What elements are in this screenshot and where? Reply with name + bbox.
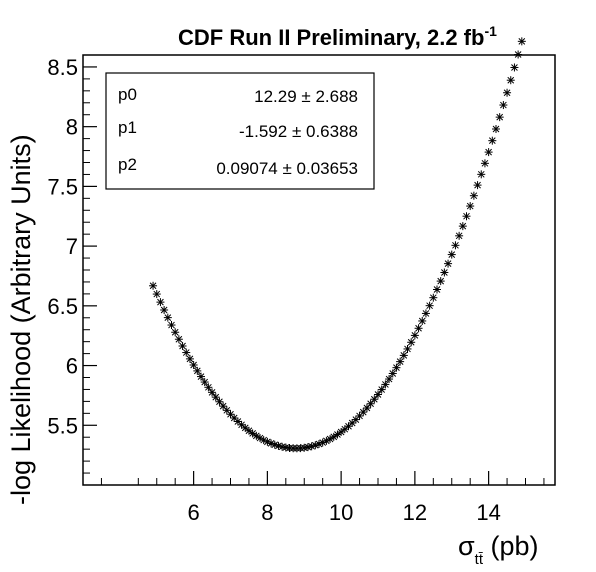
data-point <box>407 338 416 347</box>
data-point <box>211 393 220 402</box>
y-tick-label: 7 <box>66 234 78 259</box>
data-point <box>451 241 460 250</box>
y-tick-label: 5.5 <box>47 413 78 438</box>
data-point <box>410 331 419 340</box>
x-axis-label-subscript: tt̄ <box>475 551 484 568</box>
x-tick-label: 10 <box>329 500 353 525</box>
y-tick-label: 6 <box>66 354 78 379</box>
data-point <box>204 383 213 392</box>
data-point <box>436 277 445 286</box>
data-point <box>377 385 386 394</box>
x-tick-label: 8 <box>261 500 273 525</box>
data-point <box>506 76 515 85</box>
data-point <box>429 293 438 302</box>
data-point <box>163 313 172 322</box>
data-point <box>399 351 408 360</box>
data-point <box>455 231 464 240</box>
data-point <box>403 344 412 353</box>
data-point <box>392 363 401 372</box>
data-point <box>189 361 198 370</box>
data-points <box>149 37 526 453</box>
data-point <box>208 388 217 397</box>
x-tick-label: 14 <box>476 500 500 525</box>
stat-name-p1: p1 <box>118 118 137 137</box>
x-axis: 6 8 10 12 14 <box>100 471 545 525</box>
y-tick-label: 7.5 <box>47 174 78 199</box>
data-point <box>514 50 523 59</box>
data-point <box>444 259 453 268</box>
data-point <box>374 390 382 399</box>
data-point <box>381 380 390 389</box>
data-point <box>178 341 187 350</box>
data-point <box>156 298 165 307</box>
x-axis-label-symbol: σ <box>458 531 475 561</box>
x-axis-label-unit: (pb) <box>491 531 539 561</box>
x-axis-label-unit-spacer <box>483 531 491 561</box>
data-point <box>197 372 205 381</box>
data-point <box>149 281 158 290</box>
data-point <box>193 366 202 375</box>
x-axis-label: σtt̄ (pb) <box>458 531 539 568</box>
y-tick-label: 8.5 <box>47 55 78 80</box>
data-point <box>492 125 500 134</box>
data-point <box>185 354 194 363</box>
stat-name-p0: p0 <box>118 85 137 104</box>
data-point <box>160 305 169 314</box>
data-point <box>167 321 176 330</box>
data-point <box>370 395 379 404</box>
data-point <box>171 328 180 337</box>
data-point <box>462 212 471 221</box>
data-point <box>484 148 493 157</box>
data-point <box>477 170 486 179</box>
data-point <box>348 419 357 428</box>
chart-title: CDF Run II Preliminary, 2.2 fb-1 <box>178 23 497 50</box>
data-point <box>480 159 489 168</box>
data-point <box>152 290 161 299</box>
data-point <box>425 301 434 310</box>
data-point <box>270 440 279 449</box>
x-tick-label: 6 <box>188 500 200 525</box>
data-point <box>473 181 482 190</box>
data-point <box>414 324 423 333</box>
y-tick-label: 8 <box>66 115 78 140</box>
data-point <box>440 268 449 277</box>
chart-title-superscript: -1 <box>484 23 497 39</box>
data-point <box>418 316 427 325</box>
x-tick-label: 12 <box>403 500 427 525</box>
data-point <box>182 348 191 357</box>
y-axis: 5.5 6 6.5 7 7.5 8 8.5 <box>47 54 97 474</box>
stats-box-frame <box>105 72 375 190</box>
data-point <box>421 309 430 318</box>
data-point <box>366 399 375 408</box>
data-point <box>466 202 475 211</box>
data-point <box>495 113 504 122</box>
data-point <box>385 375 394 384</box>
chart-title-text: CDF Run II Preliminary, 2.2 fb <box>178 25 484 50</box>
data-point <box>447 250 456 259</box>
stat-value-p2: 0.09074 ± 0.03653 <box>216 159 358 178</box>
data-point <box>517 37 526 46</box>
data-point <box>503 88 512 97</box>
data-point <box>200 378 209 387</box>
data-point <box>458 222 467 231</box>
stat-value-p1: -1.592 ± 0.6388 <box>239 122 358 141</box>
stat-name-p2: p2 <box>118 155 137 174</box>
data-point <box>488 136 497 145</box>
y-tick-label: 6.5 <box>47 294 78 319</box>
fit-stats-box: p0 12.29 ± 2.688 p1 -1.592 ± 0.6388 p2 0… <box>105 72 375 190</box>
data-point <box>174 335 183 344</box>
data-point <box>510 63 519 72</box>
stat-value-p0: 12.29 ± 2.688 <box>254 87 358 106</box>
y-axis-label: -log Likelihood (Arbitrary Units) <box>6 134 36 505</box>
data-point <box>433 285 441 294</box>
data-point <box>396 357 405 366</box>
data-point <box>388 369 397 378</box>
data-point <box>499 101 508 110</box>
data-point <box>469 191 478 200</box>
